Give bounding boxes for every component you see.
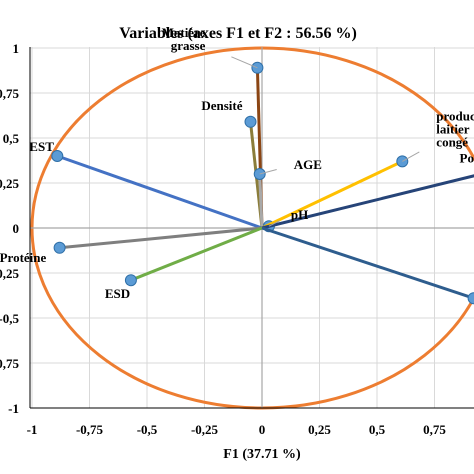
data-point	[124, 274, 137, 287]
point-label-line: product	[436, 108, 474, 123]
y-tick-label: -0,75	[0, 356, 19, 371]
vector-line	[261, 226, 474, 300]
vector-line	[261, 174, 474, 230]
point-label-line: Densité	[201, 98, 242, 113]
y-tick-label: 1	[13, 41, 20, 56]
point-label-line: Poi	[460, 151, 474, 166]
point-label: Densité	[201, 98, 242, 113]
x-tick-label: -0,25	[191, 422, 219, 437]
point-label: pH	[291, 207, 308, 222]
x-tick-label: -0,5	[137, 422, 158, 437]
vector-line	[261, 160, 403, 230]
point-label-line: laitier	[436, 121, 469, 136]
label-leader-line	[231, 56, 258, 69]
label-leader-line	[259, 169, 277, 175]
x-tick-labels: -1 -0,75 -0,5 -0,25 0 0,25 0,5 0,75	[27, 422, 447, 437]
point-label: productlaitiercongé	[436, 108, 474, 149]
data-point	[51, 150, 64, 162]
x-tick-label: 0,25	[308, 422, 331, 437]
point-label-line: pH	[291, 207, 308, 222]
x-axis-label: F1 (37.71 %)	[223, 447, 301, 462]
point-label: Matière grasse	[162, 25, 206, 53]
y-tick-label: 0	[13, 221, 20, 236]
label-leader-line	[402, 151, 420, 162]
y-tick-label: -1	[8, 401, 19, 416]
data-point	[53, 241, 66, 254]
point-label: ESD	[105, 286, 130, 301]
vector-line	[56, 154, 263, 230]
x-tick-label: 0	[259, 422, 266, 437]
point-label: EST	[29, 139, 54, 154]
variable-labels: Matière grasse Densité AGE EST Protéine ESD pH p…	[0, 25, 474, 301]
vector-line	[258, 173, 264, 229]
point-label-line: grasse	[171, 38, 206, 53]
y-tick-label: 0,5	[3, 131, 20, 146]
point-label-line: Protéine	[0, 250, 47, 265]
point-label-line: Matière	[162, 25, 206, 40]
data-point	[467, 292, 474, 305]
point-label: Protéine	[0, 250, 47, 265]
data-point	[244, 115, 257, 128]
chart-title: Variables (axes F1 et F2 : 56.56 %)	[119, 25, 357, 42]
label-leader-line	[268, 220, 281, 227]
x-tick-label: -1	[27, 422, 38, 437]
point-label: AGE	[294, 157, 322, 172]
x-tick-label: 0,5	[369, 422, 386, 437]
y-tick-label: 0,75	[0, 86, 20, 101]
y-tick-labels: 1 0,75 0,5 0,25 0 -0,25 -0,5 -0,75 -1	[0, 41, 20, 416]
variable-vectors	[51, 61, 474, 305]
vector-line	[130, 226, 263, 282]
point-label-line: AGE	[294, 157, 322, 172]
y-tick-label: -0,5	[0, 311, 19, 326]
y-tick-label: -0,25	[0, 266, 19, 281]
point-label-line: congé	[436, 134, 468, 149]
x-tick-label: -0,75	[76, 422, 104, 437]
point-label-line: EST	[29, 139, 54, 154]
x-tick-label: 0,75	[423, 422, 446, 437]
y-tick-label: 0,25	[0, 176, 20, 191]
point-label-line: ESD	[105, 286, 130, 301]
vector-line	[59, 226, 263, 250]
point-label: Poi	[460, 151, 474, 166]
